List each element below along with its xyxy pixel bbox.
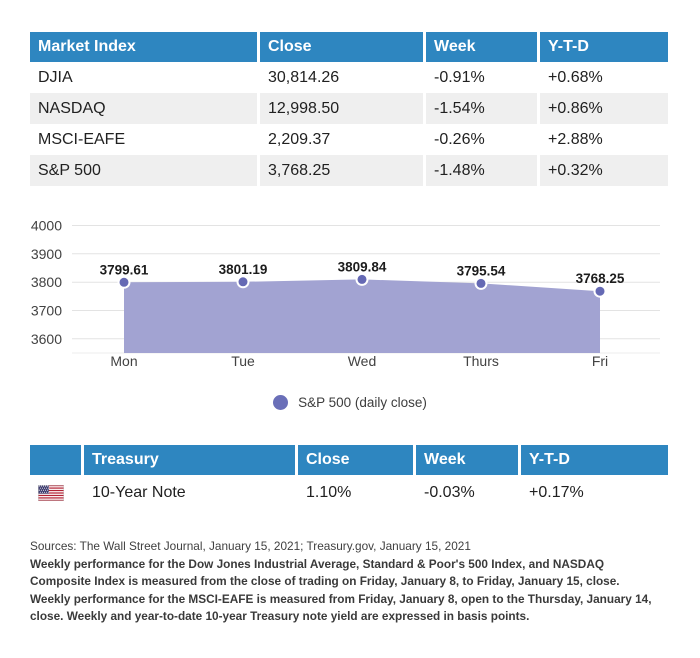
column-header-treasury: Treasury <box>81 445 295 475</box>
table-cell: 12,998.50 <box>257 93 423 124</box>
table-cell: +2.88% <box>537 124 668 155</box>
y-tick-label: 4000 <box>31 218 62 234</box>
table-row: 10-Year Note 1.10% -0.03% +0.17% <box>30 475 668 511</box>
sources-line: Sources: The Wall Street Journal, Januar… <box>30 539 471 553</box>
x-tick-label: Mon <box>110 353 137 369</box>
table-cell: 2,209.37 <box>257 124 423 155</box>
table-cell: MSCI-EAFE <box>30 124 257 155</box>
table-cell: +0.17% <box>518 475 668 511</box>
chart-legend: S&P 500 (daily close) <box>0 393 700 411</box>
footnotes: Sources: The Wall Street Journal, Januar… <box>30 538 690 626</box>
table-row: S&P 500 3,768.25 -1.48% +0.32% <box>30 155 668 186</box>
us-flag-cell <box>30 475 81 511</box>
table-row: DJIA 30,814.26 -0.91% +0.68% <box>30 62 668 93</box>
table-cell: -0.26% <box>423 124 537 155</box>
data-point <box>236 275 250 289</box>
column-header-market-index: Market Index <box>30 32 257 62</box>
table-cell: +0.32% <box>537 155 668 186</box>
y-tick-label: 3900 <box>31 246 62 262</box>
y-tick-label: 3600 <box>31 331 62 347</box>
table-cell: S&P 500 <box>30 155 257 186</box>
table-row: NASDAQ 12,998.50 -1.54% +0.86% <box>30 93 668 124</box>
column-header-blank <box>30 445 81 475</box>
data-point <box>474 276 488 290</box>
x-tick-label: Wed <box>348 353 377 369</box>
table-cell: 10-Year Note <box>81 475 295 511</box>
data-point-label: 3801.19 <box>219 262 268 277</box>
data-point-label: 3795.54 <box>457 263 506 278</box>
column-header-y-t-d: Y-T-D <box>537 32 668 62</box>
treasury-table: Treasury Close Week Y-T-D 10-Year Note 1.10%… <box>30 445 668 511</box>
us-flag-icon <box>38 485 64 501</box>
table-row: MSCI-EAFE 2,209.37 -0.26% +2.88% <box>30 124 668 155</box>
data-point <box>593 284 607 298</box>
table-cell: 1.10% <box>295 475 413 511</box>
data-point-label: 3768.25 <box>576 271 625 286</box>
disclaimer-line: Weekly performance for the MSCI-EAFE is … <box>30 591 652 606</box>
x-tick-label: Fri <box>592 353 608 369</box>
table-cell: -1.48% <box>423 155 537 186</box>
table-cell: -0.91% <box>423 62 537 93</box>
table-cell: 3,768.25 <box>257 155 423 186</box>
column-header-week: Week <box>413 445 518 475</box>
table-cell: -1.54% <box>423 93 537 124</box>
table-cell: +0.86% <box>537 93 668 124</box>
x-tick-label: Thurs <box>463 353 499 369</box>
data-point-label: 3799.61 <box>100 262 149 277</box>
y-tick-label: 3700 <box>31 303 62 319</box>
market-summary-panel: Market Index Close Week Y-T-D DJIA 30,814.26… <box>30 32 668 623</box>
table-cell: -0.03% <box>413 475 518 511</box>
column-header-close: Close <box>257 32 423 62</box>
sp500-area-chart: 4000 3900 3800 3700 3600 3799.61 3801.19 3809.8… <box>0 200 700 380</box>
disclaimer-line: Composite Index is measured from the clo… <box>30 574 620 589</box>
data-point-label: 3809.84 <box>338 259 387 274</box>
legend-label: S&P 500 (daily close) <box>298 394 427 410</box>
sp500-series-dot-icon <box>273 394 289 410</box>
disclaimer-line: Weekly performance for the Dow Jones Ind… <box>30 556 605 571</box>
data-point <box>355 272 369 286</box>
table-cell: +0.68% <box>537 62 668 93</box>
x-tick-label: Tue <box>231 353 255 369</box>
column-header-close: Close <box>295 445 413 475</box>
disclaimer-line: close. Weekly and year-to-date 10-year T… <box>30 609 530 624</box>
y-tick-label: 3800 <box>31 274 62 290</box>
table-cell: DJIA <box>30 62 257 93</box>
table-cell: 30,814.26 <box>257 62 423 93</box>
table-cell: NASDAQ <box>30 93 257 124</box>
market-index-table: Market Index Close Week Y-T-D DJIA 30,814.26… <box>30 32 668 186</box>
column-header-week: Week <box>423 32 537 62</box>
data-point <box>117 275 131 289</box>
sp500-chart-canvas: 4000 3900 3800 3700 3600 3799.61 3801.19 3809.8… <box>31 218 660 369</box>
column-header-y-t-d: Y-T-D <box>518 445 668 475</box>
treasury-section: Treasury Close Week Y-T-D 10-Year Note 1.10%… <box>30 445 668 511</box>
market-table-header-row: Market Index Close Week Y-T-D <box>30 32 668 62</box>
sp500-area-fill <box>124 279 600 353</box>
treasury-table-header-row: Treasury Close Week Y-T-D <box>30 445 668 475</box>
